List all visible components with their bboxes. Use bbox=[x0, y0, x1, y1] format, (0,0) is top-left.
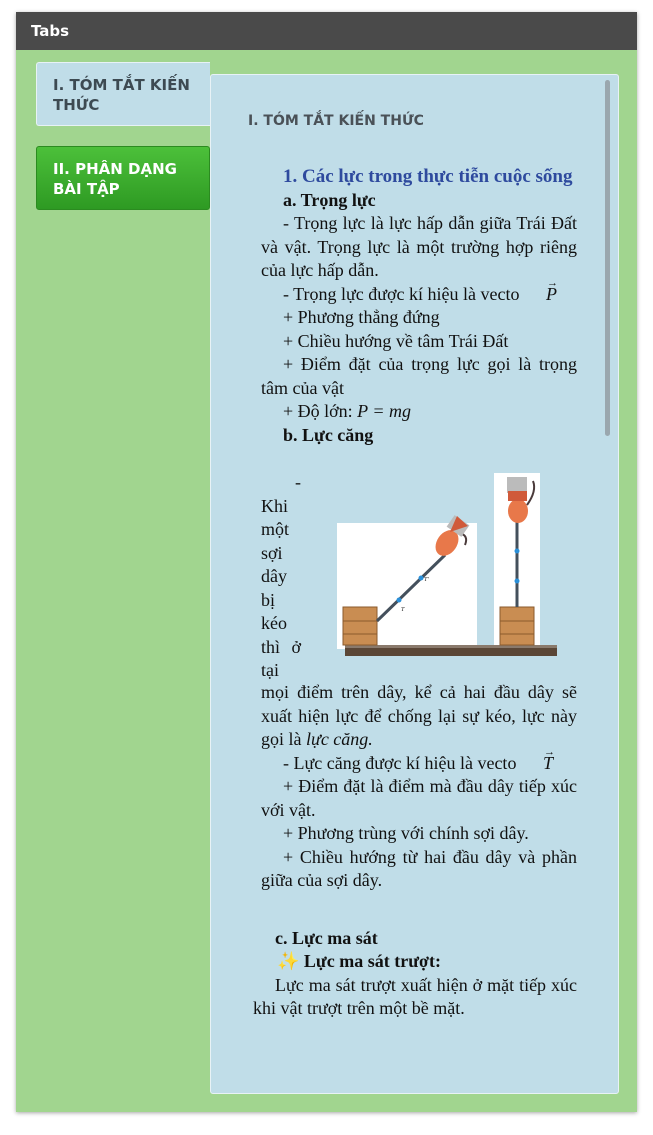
paragraph-trong-luc-2: - Trọng lực được kí hiệu là vecto P bbox=[261, 283, 577, 307]
heading-luc-ma-sat: c. Lực ma sát bbox=[261, 927, 577, 951]
tab-tom-tat-kien-thuc[interactable]: I. TÓM TẮT KIẾN THỨC bbox=[36, 62, 210, 126]
text-do-lon: + Độ lớn: bbox=[283, 401, 353, 421]
word: sợi bbox=[261, 542, 301, 566]
word-row: thì ở bbox=[261, 636, 301, 660]
luc-cang-figure-block: - Khi một sợi dây bị kéo thì ở tại bbox=[261, 471, 577, 681]
word: ở bbox=[291, 636, 301, 660]
text-vecto-t: - Lực căng được kí hiệu là vecto bbox=[283, 753, 516, 773]
formula-p-mg: P = mg bbox=[357, 401, 411, 421]
word: thì bbox=[261, 636, 280, 660]
word: Khi bbox=[261, 495, 301, 519]
section-title: I. TÓM TẮT KIẾN THỨC bbox=[248, 113, 424, 129]
heading-trong-luc: a. Trọng lực bbox=[261, 189, 577, 213]
content-scrollbar[interactable] bbox=[605, 80, 610, 436]
tab-phan-dang-bai-tap[interactable]: II. PHÂN DẠNG BÀI TẬP bbox=[36, 146, 210, 210]
term-luc-cang: lực căng. bbox=[306, 729, 373, 749]
paragraph-phuong: + Phương thẳng đứng bbox=[261, 306, 577, 330]
tab-content-panel: I. TÓM TẮT KIẾN THỨC 1. Các lực trong th… bbox=[210, 74, 619, 1094]
paragraph-chieu-day: + Chiều hướng từ hai đầu dây và phần giữ… bbox=[261, 846, 577, 893]
paragraph-chieu: + Chiều hướng về tâm Trái Đất bbox=[261, 330, 577, 354]
word: dây bbox=[261, 565, 301, 589]
sparkles-icon: ✨ bbox=[277, 951, 299, 971]
word: kéo bbox=[261, 612, 301, 636]
heading-luc-cang: b. Lực căng bbox=[261, 424, 577, 448]
word: một bbox=[261, 518, 301, 542]
narrow-text-column: - Khi một sợi dây bị kéo thì ở tại bbox=[261, 471, 301, 683]
text-vecto-p: - Trọng lực được kí hiệu là vecto bbox=[283, 284, 520, 304]
paragraph-diem-dat-day: + Điểm đặt là điểm mà đầu dây tiếp xúc v… bbox=[261, 775, 577, 822]
symbol-vector-t: T bbox=[521, 752, 553, 776]
paragraph-do-lon: + Độ lớn: P = mg bbox=[261, 400, 577, 424]
word: bị bbox=[261, 589, 301, 613]
symbol-vector-p: P bbox=[524, 283, 557, 307]
document-body: 1. Các lực trong thực tiễn cuộc sống a. … bbox=[261, 165, 577, 1021]
paragraph-phuong-day: + Phương trùng với chính sợi dây. bbox=[261, 822, 577, 846]
paragraph-ma-sat-truot: Lực ma sát trượt xuất hiện ở mặt tiếp xú… bbox=[253, 974, 577, 1021]
label-t-prime: T' bbox=[424, 577, 429, 583]
heading-cac-luc: 1. Các lực trong thực tiễn cuộc sống bbox=[261, 165, 577, 189]
word: tại bbox=[261, 659, 301, 683]
word: - bbox=[261, 471, 301, 495]
luc-cang-illustration: T T' bbox=[337, 471, 557, 671]
panel-header: Tabs bbox=[16, 12, 637, 50]
heading-ma-sat-truot: ✨ Lực ma sát trượt: bbox=[261, 950, 577, 974]
text-ma-sat-truot: Lực ma sát trượt: bbox=[304, 951, 441, 971]
paragraph-luc-cang-2: - Lực căng được kí hiệu là vecto T bbox=[261, 752, 577, 776]
paragraph-diem-dat: + Điểm đặt của trọng lực gọi là trọng tâ… bbox=[261, 353, 577, 400]
